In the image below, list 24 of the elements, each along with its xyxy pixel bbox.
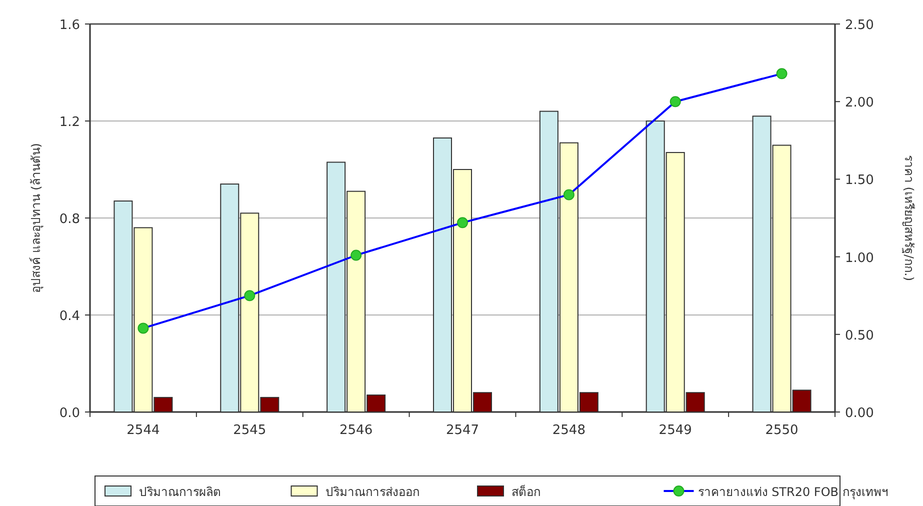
x-tick-label: 2550 [765, 423, 798, 438]
x-tick-label: 2545 [233, 423, 266, 438]
y-tick-label: 1.6 [59, 18, 80, 33]
legend-label: ปริมาณการส่งออก [325, 485, 420, 499]
legend-label: สต็อก [512, 484, 540, 499]
x-tick-label: 2549 [658, 423, 692, 438]
legend-label: ราคายางแท่ง STR20 FOB กรุงเทพฯ [698, 485, 888, 500]
x-tick-label: 2546 [340, 423, 373, 438]
y2-tick-label: 2.00 [845, 96, 874, 111]
y-axis-title: อุปสงค์ และอุปทาน (ล้านตัน) [29, 143, 44, 293]
y2-tick-label: 1.00 [845, 250, 874, 266]
y2-axis-title: ราคา (เหรียญสหรัฐ/กก.) [902, 154, 916, 282]
y2-tick-label: 0.50 [845, 328, 874, 344]
x-tick-label: 2548 [552, 423, 586, 438]
x-tick-label: 2547 [446, 423, 480, 438]
y2-tick-label: 1.50 [845, 173, 874, 188]
x-tick-label: 2544 [126, 423, 160, 438]
y2-tick-label: 2.50 [845, 18, 874, 33]
y-tick-label: 0.8 [59, 212, 80, 227]
y2-tick-label: 0.00 [845, 406, 874, 421]
y-tick-label: 1.2 [59, 115, 80, 130]
legend-label: ปริมาณการผลิต [139, 485, 221, 499]
y-tick-label: 0.4 [59, 309, 80, 324]
y-tick-label: 0.0 [59, 406, 80, 421]
